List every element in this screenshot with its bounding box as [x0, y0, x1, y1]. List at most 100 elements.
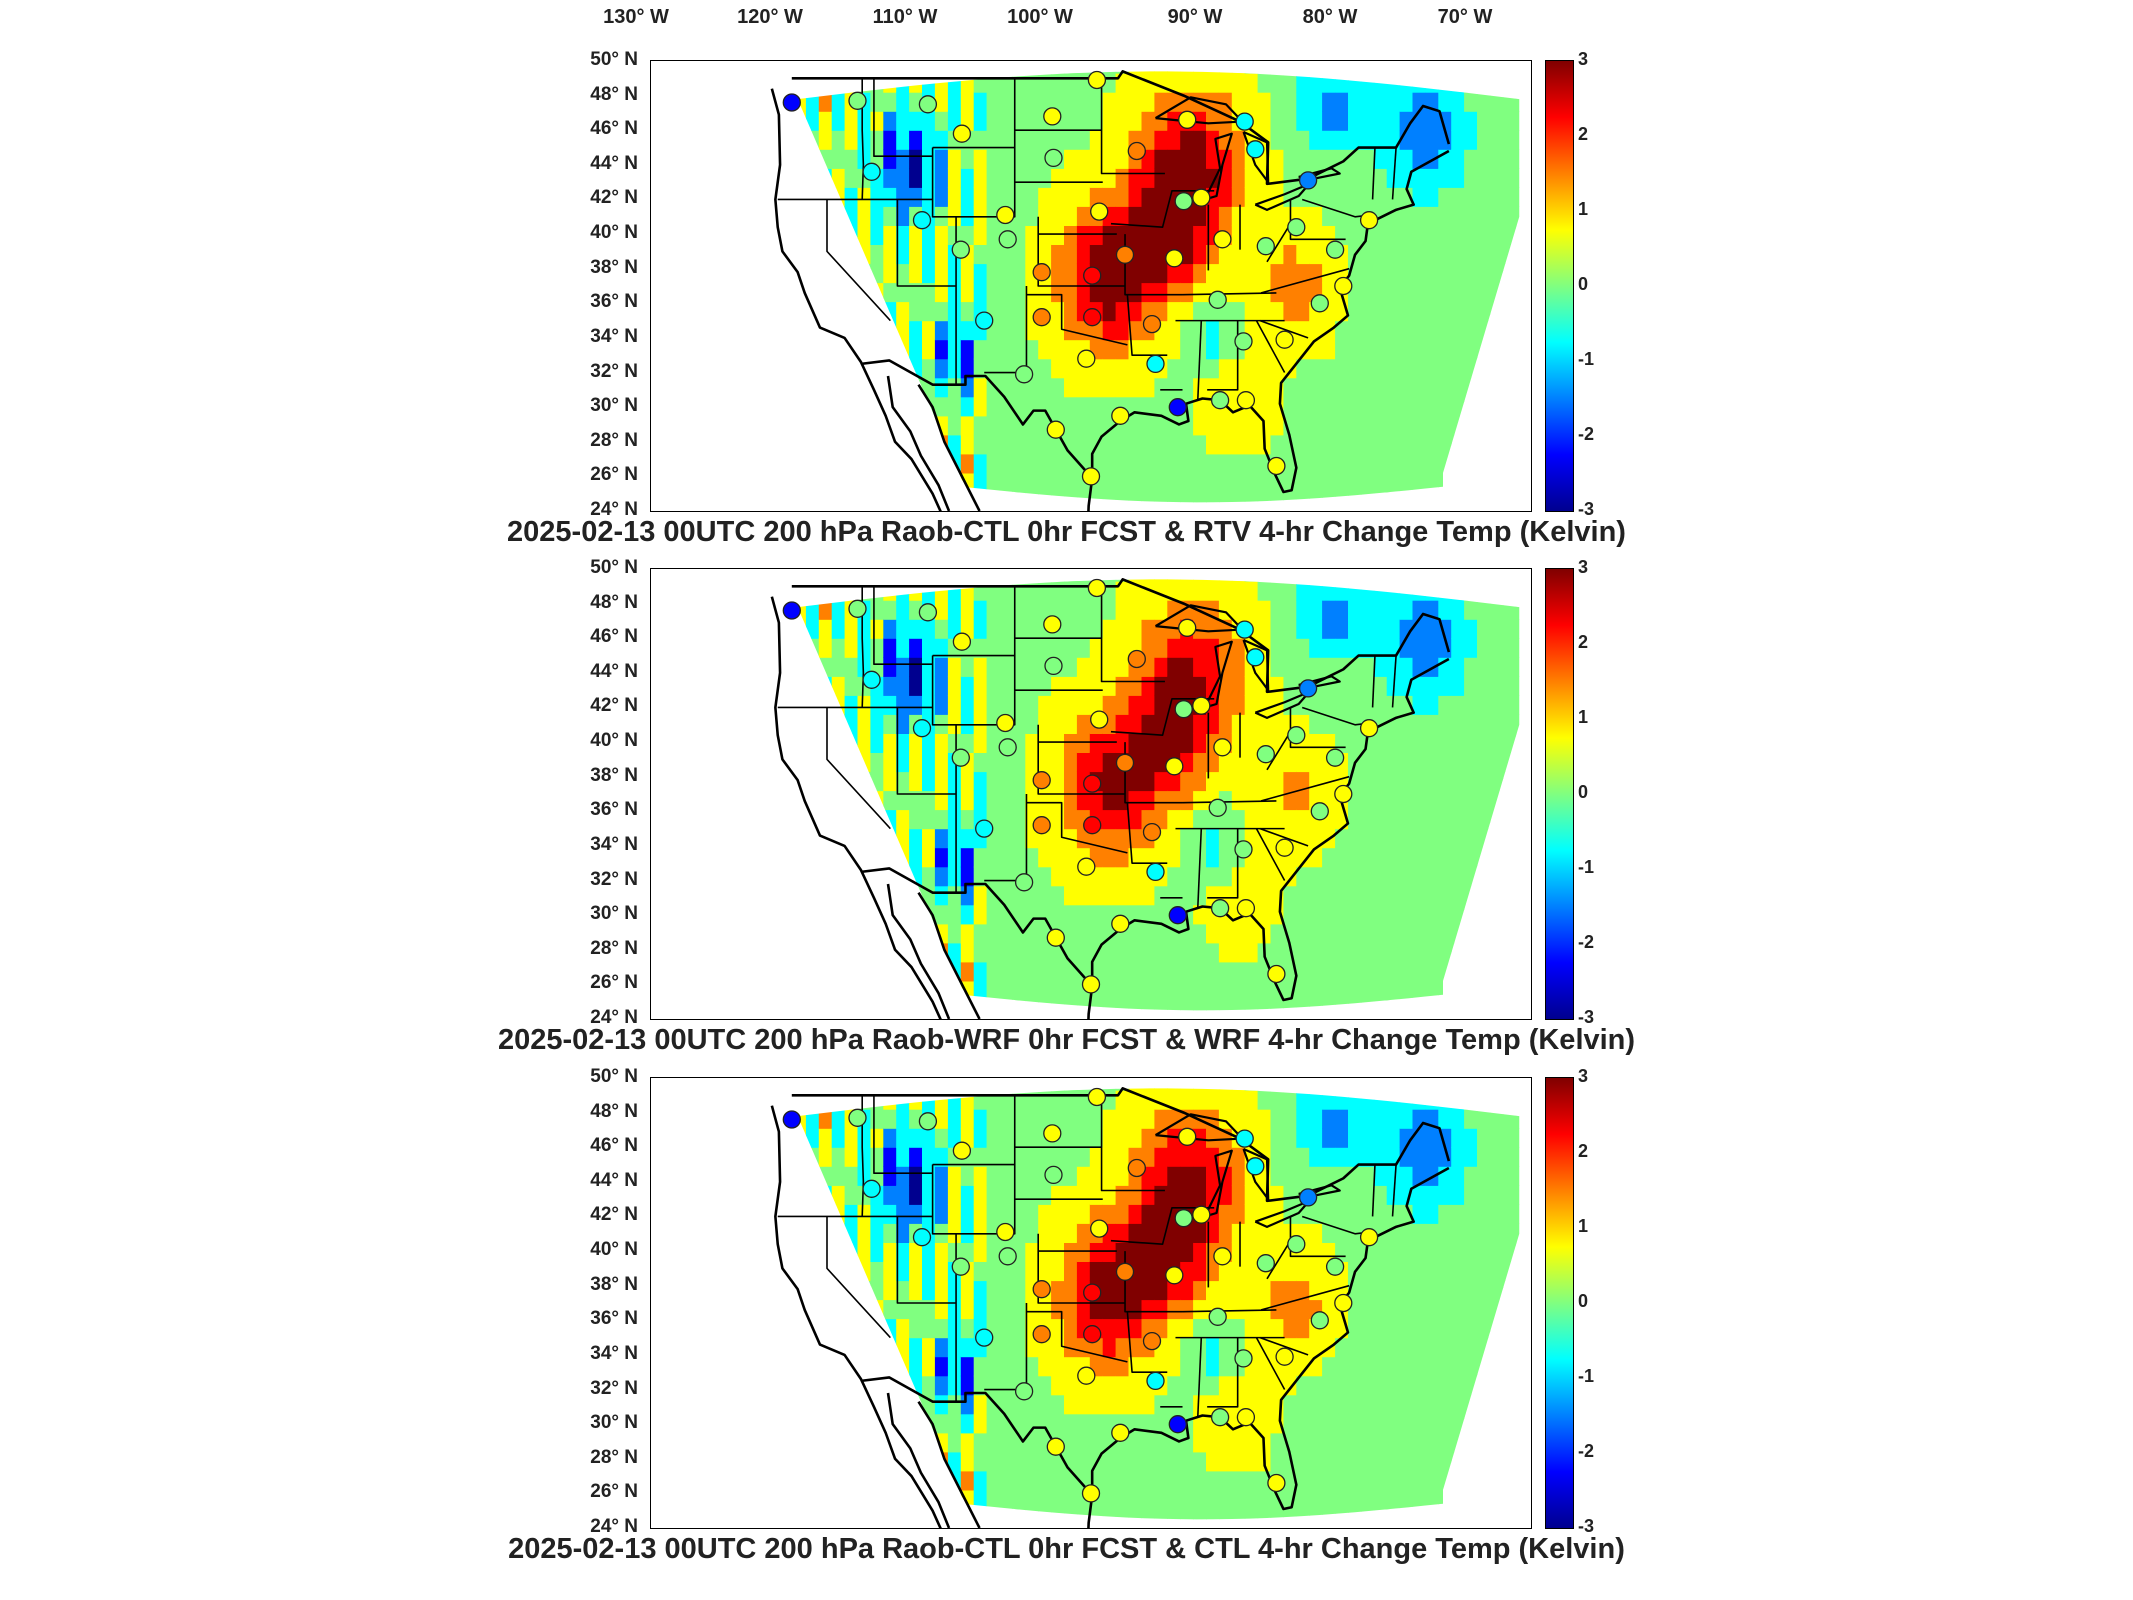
latitude-label: 40° N: [590, 1239, 638, 1261]
raob-station-marker: [1032, 1325, 1051, 1344]
colorbar-tick-label: 2: [1578, 124, 1589, 144]
raob-station-marker: [1174, 700, 1193, 719]
map-svg: [770, 1087, 1520, 1528]
raob-station-marker: [1032, 1280, 1051, 1299]
raob-station-marker: [996, 713, 1015, 733]
raob-station-marker: [1043, 615, 1062, 634]
raob-station-marker: [1014, 365, 1034, 384]
raob-station-marker: [1043, 1124, 1062, 1143]
latitude-label: 44° N: [590, 152, 638, 174]
raob-station-marker: [1236, 391, 1256, 410]
longitude-label: 110° W: [872, 6, 938, 28]
raob-station-marker: [998, 1247, 1017, 1266]
raob-station-marker: [1077, 857, 1096, 876]
raob-station-marker: [1246, 1157, 1265, 1176]
map-plot-area: [650, 568, 1532, 1020]
raob-station-marker: [912, 719, 932, 738]
raob-station-marker: [1127, 1158, 1146, 1178]
colorbar-tick-label: 3: [1578, 557, 1589, 577]
latitude-label: 32° N: [590, 1377, 638, 1399]
raob-station-marker: [1325, 748, 1345, 767]
latitude-label: 46° N: [590, 118, 638, 140]
raob-station-marker: [952, 632, 972, 651]
raob-station-marker: [862, 162, 881, 181]
colorbar-tick-label: 3: [1578, 1066, 1589, 1086]
raob-station-marker: [1083, 266, 1102, 285]
raob-station-marker: [1127, 141, 1146, 161]
latitude-label: 42° N: [590, 695, 638, 717]
raob-station-marker: [782, 1110, 801, 1129]
latitude-label: 30° N: [590, 395, 638, 417]
raob-station-marker: [918, 603, 938, 622]
map-panel: 50° N 48° N 46° N 44° N 42° N 40° N 38° N 36° N…: [0, 1066, 2133, 1587]
raob-station-marker: [1298, 171, 1318, 190]
colorbar-tick-label: -2: [1578, 932, 1595, 952]
raob-station-marker: [1256, 745, 1275, 764]
raob-station-marker: [1210, 899, 1230, 918]
latitude-label: 36° N: [590, 799, 638, 821]
colorbar-tick-label: -3: [1578, 1007, 1595, 1027]
raob-station-marker: [1087, 578, 1107, 598]
latitude-label: 48° N: [590, 83, 638, 105]
raob-station-marker: [1213, 230, 1232, 249]
raob-station-marker: [1032, 263, 1051, 282]
colorbar: [1545, 60, 1574, 512]
raob-station-marker: [1090, 202, 1109, 221]
raob-station-marker: [1235, 620, 1254, 639]
raob-station-marker: [1267, 456, 1286, 476]
colorbar: [1545, 568, 1574, 1020]
raob-station-marker: [1208, 290, 1227, 309]
raob-station-marker: [1256, 1254, 1275, 1273]
raob-station-marker: [1014, 1382, 1034, 1401]
raob-stations: [782, 1087, 1379, 1503]
raob-station-marker: [1310, 1311, 1329, 1330]
colorbar-tick-label: 0: [1578, 274, 1589, 294]
raob-station-marker: [1146, 862, 1165, 882]
raob-station-marker: [1236, 1408, 1256, 1427]
raob-station-marker: [1077, 1366, 1096, 1385]
raob-station-marker: [1267, 1473, 1286, 1493]
raob-station-marker: [998, 230, 1017, 249]
raob-station-marker: [1174, 1209, 1193, 1228]
latitude-label: 42° N: [590, 187, 638, 209]
temperature-field: [797, 1088, 1520, 1520]
raob-station-marker: [996, 1222, 1015, 1242]
raob-station-marker: [1146, 1371, 1165, 1391]
raob-station-marker: [782, 601, 801, 620]
temperature-field: [797, 71, 1520, 503]
raob-station-marker: [1087, 1087, 1107, 1107]
raob-station-marker: [1359, 211, 1379, 230]
raob-station-marker: [1111, 406, 1130, 425]
raob-station-marker: [1275, 330, 1294, 349]
raob-station-marker: [1044, 656, 1063, 676]
map-plot-area: [650, 60, 1532, 512]
colorbar-tick-label: 3: [1578, 49, 1589, 69]
map-svg: [770, 70, 1520, 511]
raob-station-marker: [975, 311, 994, 330]
raob-station-marker: [952, 124, 972, 143]
raob-station-marker: [1142, 822, 1162, 842]
raob-station-marker: [952, 1141, 972, 1160]
latitude-label: 34° N: [590, 1342, 638, 1364]
colorbar-tick-label: -3: [1578, 1516, 1595, 1536]
colorbar-tick-label: 1: [1578, 1216, 1589, 1236]
panel-title: 2025-02-13 00UTC 200 hPa Raob-CTL 0hr FC…: [508, 1533, 1625, 1565]
longitude-axis-labels: 130° W 120° W 110° W 100° W 90° W 80° W 70° W: [0, 0, 2133, 40]
raob-station-marker: [912, 1228, 932, 1247]
longitude-label: 70° W: [1437, 6, 1493, 28]
raob-station-marker: [1043, 107, 1062, 126]
latitude-label: 28° N: [590, 937, 638, 959]
latitude-label: 36° N: [590, 1308, 638, 1330]
raob-station-marker: [1334, 784, 1353, 804]
raob-station-marker: [1234, 840, 1253, 859]
raob-station-marker: [782, 93, 801, 112]
raob-station-marker: [1174, 192, 1193, 211]
raob-station-marker: [1246, 140, 1265, 159]
raob-station-marker: [1111, 914, 1130, 933]
temperature-field: [797, 579, 1520, 1011]
raob-station-marker: [1081, 1484, 1101, 1503]
raob-station-marker: [1359, 719, 1379, 738]
colorbar-tick-label: 1: [1578, 707, 1589, 727]
latitude-label: 32° N: [590, 868, 638, 890]
raob-station-marker: [1044, 1165, 1063, 1185]
